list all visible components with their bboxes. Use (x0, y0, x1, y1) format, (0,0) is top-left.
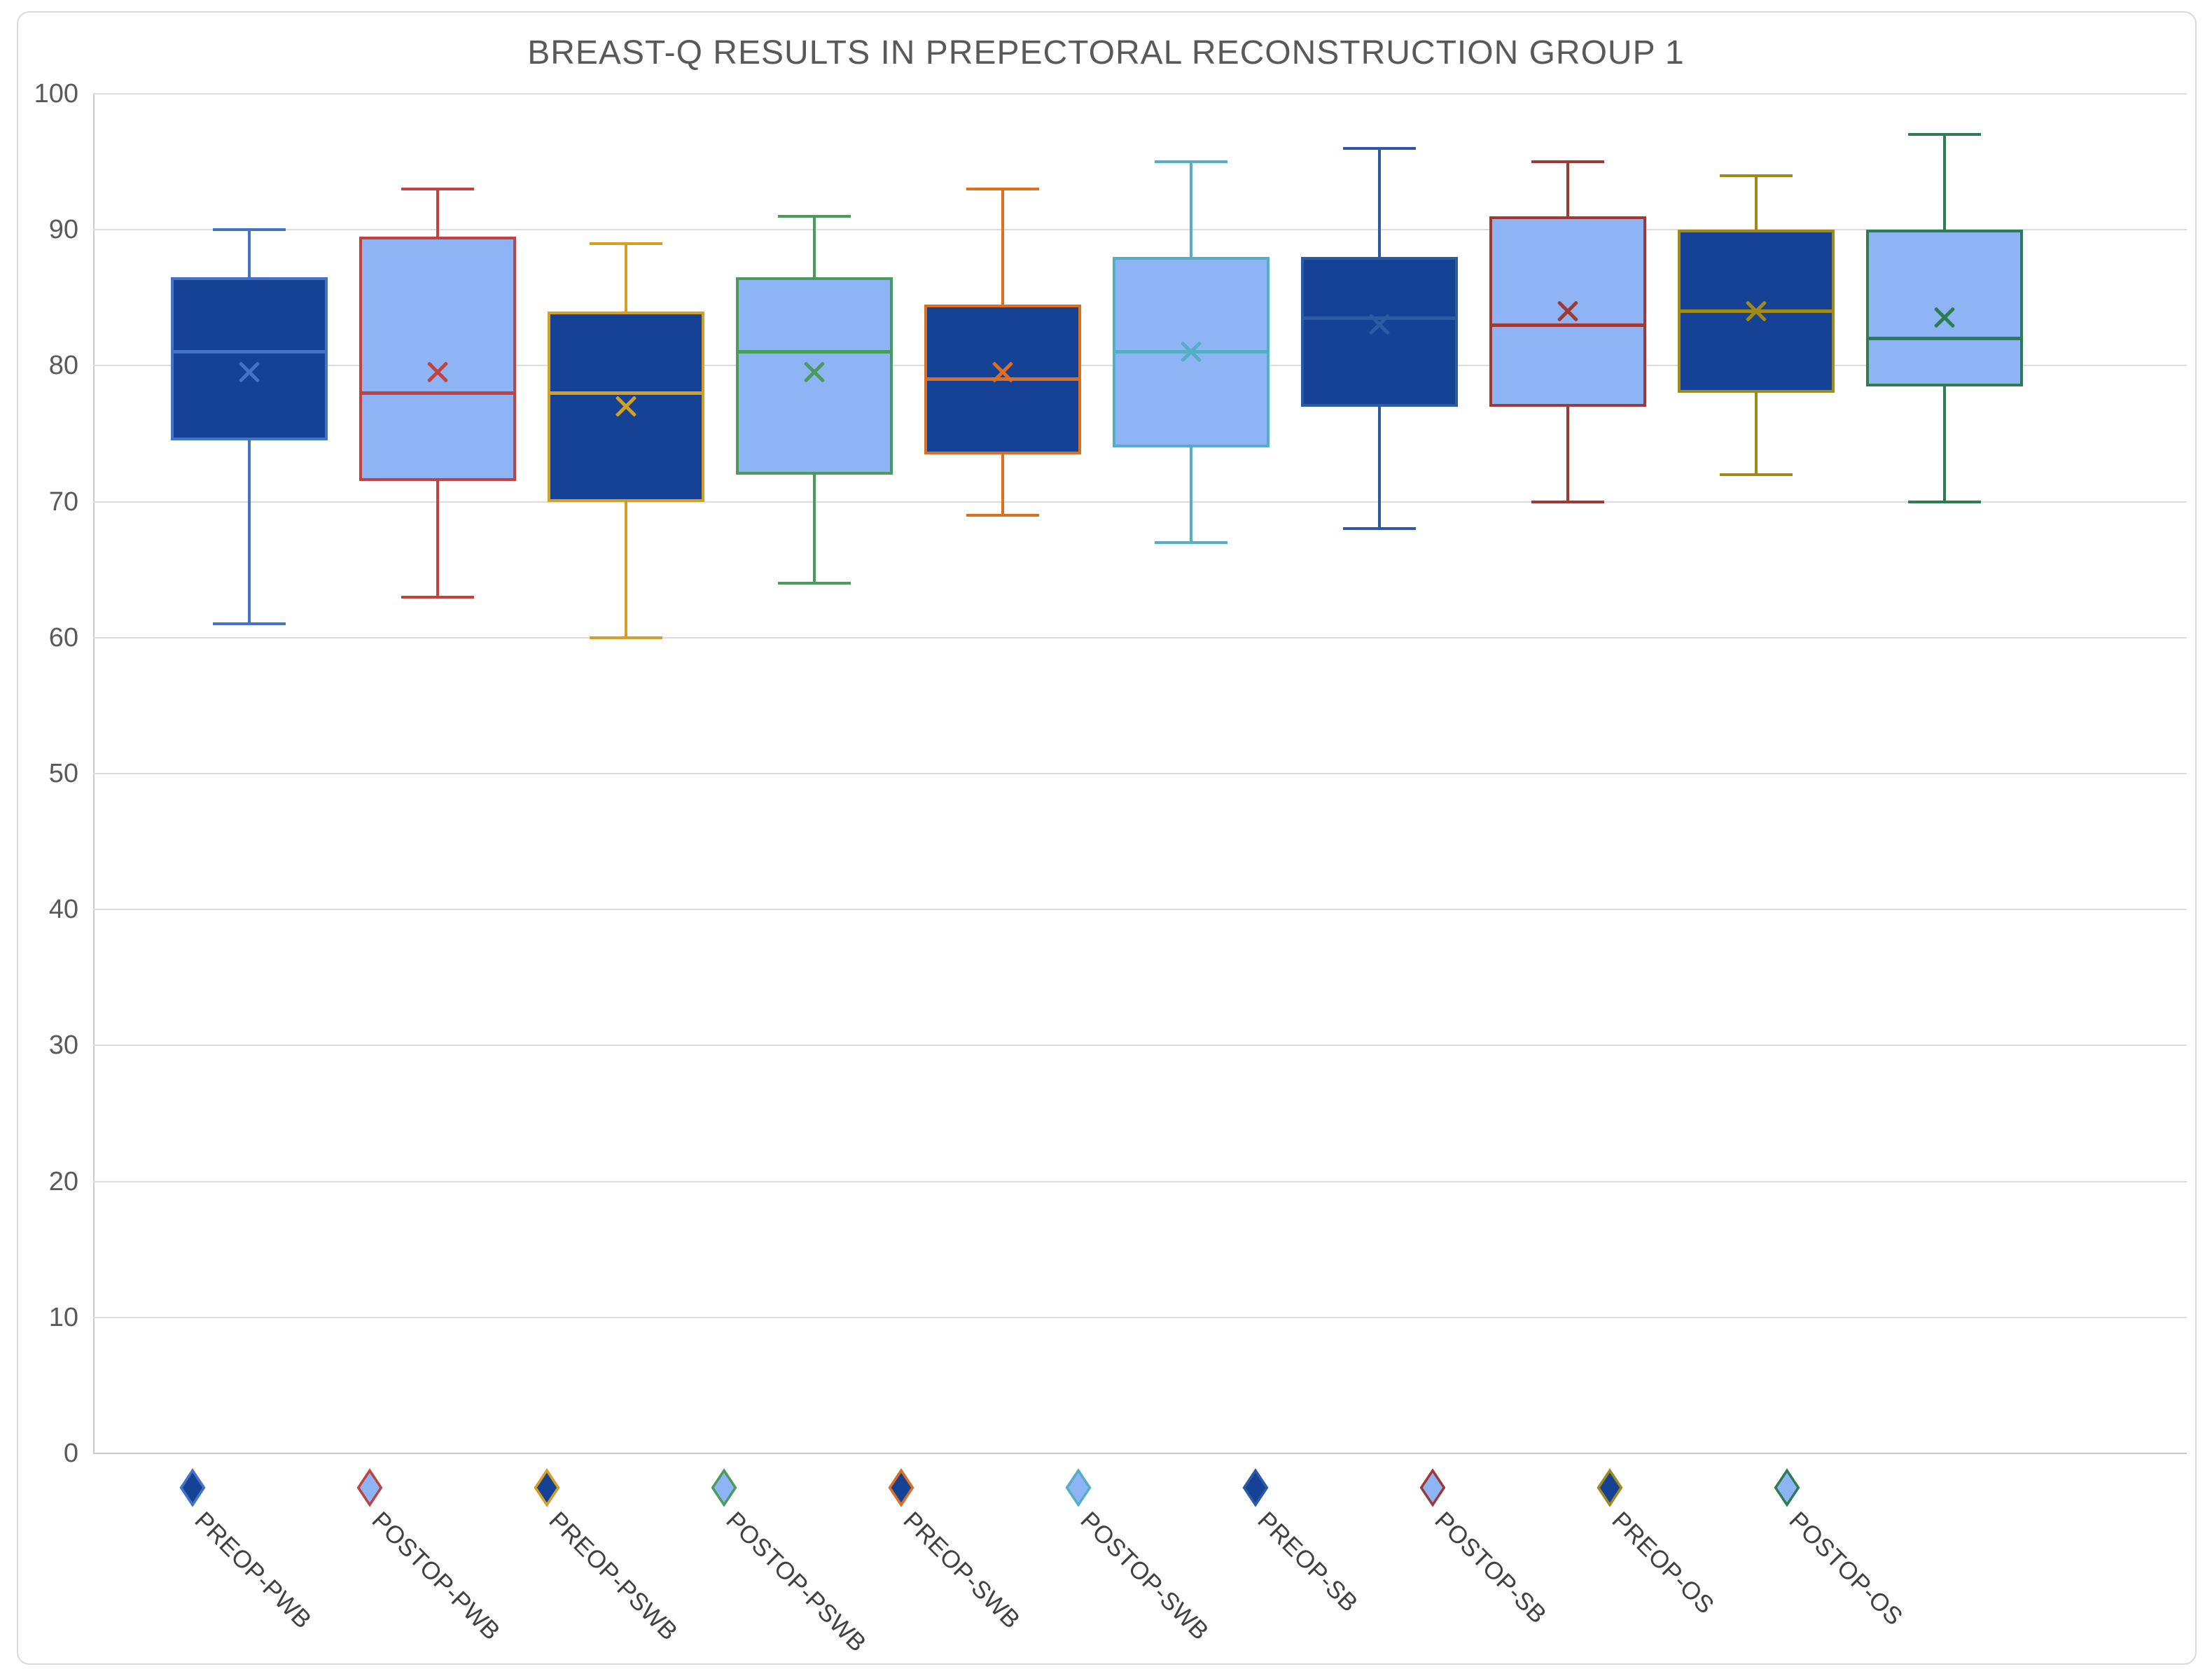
median-line (738, 350, 891, 354)
whisker-cap-bottom (1343, 527, 1416, 531)
y-axis-tick-label: 90 (48, 215, 78, 245)
mean-x-marker (989, 358, 1017, 386)
gridline-70 (93, 501, 2187, 503)
gridline-30 (93, 1045, 2187, 1047)
whisker-cap-top (1720, 174, 1793, 177)
y-axis-tick-label: 100 (34, 79, 78, 109)
y-axis-tick-label: 40 (48, 895, 78, 925)
gridline-10 (93, 1316, 2187, 1318)
legend-item-label: PREOP-SWB (898, 1507, 1026, 1635)
mean-x-marker (1365, 311, 1393, 339)
mean-x-marker (424, 358, 452, 386)
legend-item-label: PREOP-PWB (189, 1507, 317, 1635)
whisker-cap-top (1155, 160, 1227, 164)
whisker-cap-top (966, 187, 1039, 190)
legend-item-preop-swb[interactable]: PREOP-SWB (888, 1468, 1025, 1634)
legend-item-postop-pwb[interactable]: POSTOP-PWB (356, 1468, 506, 1645)
gridline-40 (93, 909, 2187, 911)
mean-x-marker (235, 358, 263, 386)
legend-item-postop-pswb[interactable]: POSTOP-PSWB (711, 1468, 872, 1657)
x-axis-line (93, 1453, 2187, 1454)
legend-item-postop-swb[interactable]: POSTOP-SWB (1065, 1468, 1214, 1645)
whisker-cap-bottom (1908, 500, 1981, 503)
whisker-cap-bottom (590, 636, 662, 639)
legend-item-label: POSTOP-PWB (366, 1507, 506, 1646)
whisker-cap-top (213, 228, 286, 232)
gridline-20 (93, 1180, 2187, 1182)
gridline-50 (93, 773, 2187, 774)
median-line (1868, 337, 2021, 341)
mean-x-marker (1554, 298, 1582, 326)
legend-item-label: PREOP-PSWB (543, 1507, 683, 1646)
mean-x-marker (1742, 298, 1770, 326)
legend-item-label: POSTOP-SB (1429, 1507, 1552, 1629)
whisker-cap-top (778, 214, 851, 218)
whisker-cap-top (401, 187, 474, 190)
whisker-cap-top (1908, 133, 1981, 137)
whisker-cap-bottom (778, 582, 851, 585)
iqr-box (1301, 257, 1458, 407)
mean-x-marker (1931, 304, 1959, 332)
legend-item-preop-pswb[interactable]: PREOP-PSWB (534, 1468, 683, 1646)
whisker-cap-bottom (1155, 540, 1227, 544)
legend-item-postop-os[interactable]: POSTOP-OS (1774, 1468, 1908, 1630)
legend-item-label: POSTOP-PSWB (721, 1507, 872, 1658)
legend-diamond-icon (1065, 1468, 1092, 1507)
whisker-cap-top (1343, 146, 1416, 150)
legend-diamond-icon (1774, 1468, 1800, 1507)
mean-x-marker (800, 358, 828, 386)
median-line (173, 350, 326, 354)
plot-area (93, 93, 2187, 1454)
whisker-cap-bottom (401, 595, 474, 599)
chart-title: BREAST-Q RESULTS IN PREPECTORAL RECONSTR… (527, 34, 1685, 71)
legend-item-preop-sb[interactable]: PREOP-SB (1242, 1468, 1363, 1617)
whisker-cap-bottom (213, 622, 286, 626)
legend-item-preop-pwb[interactable]: PREOP-PWB (179, 1468, 317, 1634)
legend-diamond-icon (179, 1468, 206, 1507)
legend-item-label: PREOP-OS (1606, 1507, 1720, 1620)
legend-diamond-icon (1242, 1468, 1269, 1507)
legend-diamond-icon (1419, 1468, 1446, 1507)
y-axis-tick-label: 0 (63, 1439, 78, 1468)
y-axis-tick-label: 60 (48, 622, 78, 652)
legend-item-label: PREOP-SB (1252, 1507, 1363, 1618)
legend-diamond-icon (888, 1468, 914, 1507)
y-axis-tick-label: 70 (48, 487, 78, 517)
y-axis-tick-label: 80 (48, 351, 78, 381)
whisker-cap-bottom (1531, 500, 1604, 503)
y-axis-tick-label: 50 (48, 759, 78, 788)
legend-diamond-icon (711, 1468, 737, 1507)
legend-item-label: POSTOP-SWB (1075, 1507, 1214, 1646)
legend-diamond-icon (534, 1468, 560, 1507)
median-line (361, 391, 514, 395)
whisker-cap-top (1531, 160, 1604, 164)
y-axis-tick-label: 10 (48, 1302, 78, 1332)
mean-x-marker (1177, 338, 1205, 366)
legend-item-preop-os[interactable]: PREOP-OS (1597, 1468, 1719, 1619)
whisker-cap-bottom (1720, 473, 1793, 476)
gridline-90 (93, 229, 2187, 231)
legend-diamond-icon (356, 1468, 383, 1507)
gridline-60 (93, 636, 2187, 638)
y-axis-tick-label: 20 (48, 1166, 78, 1196)
whisker-cap-bottom (966, 514, 1039, 517)
y-axis-tick-label: 30 (48, 1031, 78, 1061)
legend-diamond-icon (1597, 1468, 1623, 1507)
gridline-100 (93, 93, 2187, 95)
whisker-cap-top (590, 242, 662, 245)
legend-item-label: POSTOP-OS (1783, 1507, 1908, 1631)
mean-x-marker (612, 393, 640, 421)
legend-item-postop-sb[interactable]: POSTOP-SB (1419, 1468, 1552, 1629)
